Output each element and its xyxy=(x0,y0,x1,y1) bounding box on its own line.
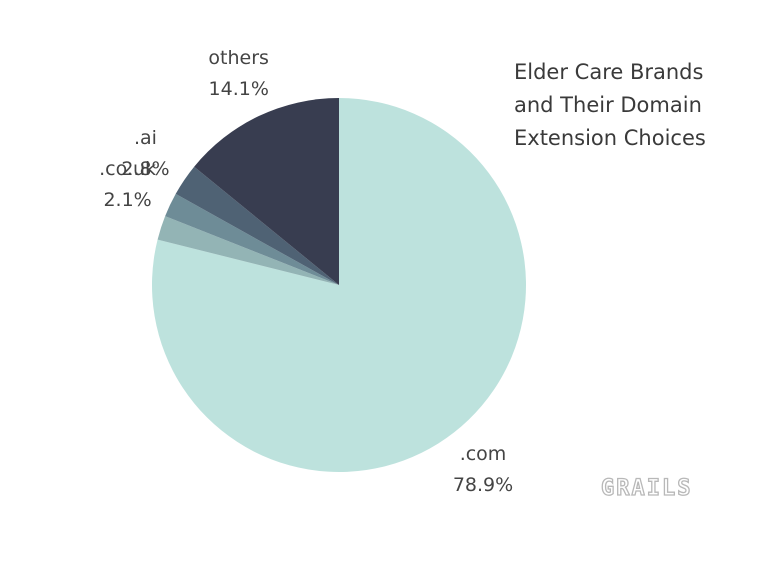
slice-value: 78.9% xyxy=(453,474,513,496)
slice-label: others xyxy=(208,47,269,69)
watermark: GRAILS xyxy=(600,475,693,501)
pie-slice xyxy=(175,166,339,285)
slice-value: 2.8% xyxy=(121,158,169,180)
slice-label: .com xyxy=(460,443,507,465)
pie-slice xyxy=(157,216,339,285)
chart-title: Elder Care Brands and Their Domain Exten… xyxy=(514,60,706,150)
slice-label: .ai xyxy=(134,127,157,149)
slice-value: 14.1% xyxy=(209,78,269,100)
pie-slice xyxy=(194,98,339,285)
slice-label: .co.uk xyxy=(99,158,156,180)
pie-slice xyxy=(165,193,339,285)
slice-value: 2.1% xyxy=(103,189,151,211)
